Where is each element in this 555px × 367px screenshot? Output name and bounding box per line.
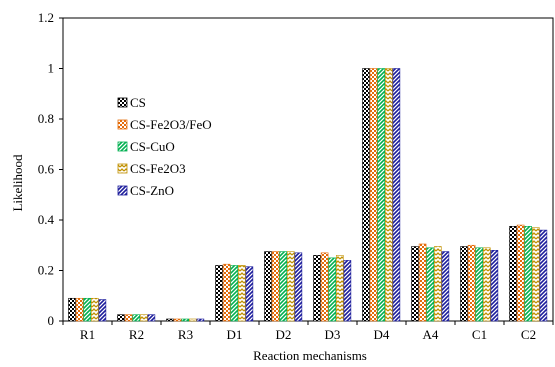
x-tick-label: C2: [521, 327, 536, 342]
legend-swatch: [117, 97, 128, 108]
bar-C2-CS-CuO: [524, 226, 533, 322]
legend-swatch: [117, 163, 128, 174]
y-tick-label: 0.8: [38, 111, 54, 126]
bar-R2-CS: [117, 314, 125, 322]
bar-D4-CS-CuO: [377, 68, 386, 322]
bar-R3-CS: [166, 318, 174, 322]
bar-C2-CS-Fe2O3: [531, 227, 540, 322]
bar-C2-CS-Fe2O3/FeO: [516, 224, 525, 322]
bar-A4-CS-Fe2O3/FeO: [418, 243, 427, 322]
bar-C1-CS-Fe2O3: [482, 247, 491, 322]
bar-D4-CS-Fe2O3/FeO: [369, 68, 378, 322]
bar-D3-CS-CuO: [328, 257, 337, 322]
y-tick-label: 0.2: [38, 263, 54, 278]
bar-A4-CS-ZnO: [441, 251, 450, 322]
legend: CS CS-Fe2O3/FeO CS-CuO CS-Fe2O3 CS-ZnO: [117, 95, 212, 198]
legend-label: CS: [130, 95, 146, 110]
y-tick-label: 0.4: [38, 212, 55, 227]
bar-R2-CS-Fe2O3/FeO: [124, 314, 133, 322]
bar-D2-CS-Fe2O3/FeO: [271, 251, 280, 322]
legend-swatch: [117, 141, 128, 152]
y-axis-ticks: 0 0.2 0.4 0.6 0.8 1 1.2: [38, 10, 63, 328]
x-tick-label: A4: [423, 327, 439, 342]
legend-swatch: [117, 119, 128, 130]
x-tick-label: R1: [80, 327, 95, 342]
bar-R2-CS-Fe2O3: [140, 314, 148, 322]
legend-label: CS-Fe2O3: [130, 161, 186, 176]
bar-A4-CS: [411, 246, 419, 322]
bar-D3-CS-ZnO: [343, 260, 352, 322]
bar-C1-CS-ZnO: [490, 250, 499, 322]
bar-D3-CS-Fe2O3/FeO: [320, 252, 329, 322]
bar-R2-CS-ZnO: [147, 314, 156, 322]
bar-D1-CS: [215, 265, 223, 322]
bar-D2-CS-CuO: [279, 251, 288, 322]
x-axis-label: Reaction mechanisms: [253, 348, 367, 363]
bar-R3-CS-CuO: [181, 318, 189, 322]
bar-C2-CS: [509, 226, 517, 322]
x-tick-label: R3: [178, 327, 193, 342]
bar-C1-CS-CuO: [475, 247, 484, 322]
bar-R2-CS-CuO: [132, 314, 140, 322]
bar-C1-CS-Fe2O3/FeO: [467, 244, 476, 322]
legend-label: CS-ZnO: [130, 183, 174, 198]
y-tick-label: 1.2: [38, 10, 54, 25]
x-tick-label: D4: [374, 327, 390, 342]
bar-D4-CS-ZnO: [392, 68, 401, 322]
bar-D1-CS-Fe2O3/FeO: [222, 263, 231, 322]
bar-D2-CS-Fe2O3: [286, 251, 295, 322]
legend-label: CS-CuO: [130, 139, 175, 154]
bars-group: [68, 68, 548, 322]
bar-D2-CS-ZnO: [294, 252, 303, 322]
y-axis-label: Likelihood: [10, 154, 25, 212]
x-axis-ticks: R1 R2 R3 D1 D2 D3 D4 A4 C1 C2: [62, 321, 554, 342]
x-tick-label: D3: [325, 327, 341, 342]
bar-D4-CS: [362, 68, 370, 322]
bar-D4-CS-Fe2O3: [384, 68, 393, 322]
bar-R1-CS-Fe2O3: [91, 297, 99, 322]
bar-C1-CS: [460, 246, 468, 322]
bar-D1-CS-ZnO: [245, 266, 254, 322]
x-tick-label: C1: [472, 327, 487, 342]
bar-R3-CS-ZnO: [196, 318, 205, 322]
legend-swatch: [117, 185, 128, 196]
bar-R1-CS-ZnO: [98, 299, 107, 322]
bar-R1-CS: [68, 297, 76, 322]
bar-D3-CS: [313, 255, 321, 322]
legend-label: CS-Fe2O3/FeO: [130, 117, 212, 132]
bar-D1-CS-CuO: [230, 265, 238, 322]
bar-D3-CS-Fe2O3: [335, 255, 344, 322]
bar-R3-CS-Fe2O3/FeO: [173, 318, 182, 322]
bar-A4-CS-Fe2O3: [433, 246, 442, 322]
bar-D1-CS-Fe2O3: [238, 265, 246, 322]
bar-R3-CS-Fe2O3: [189, 318, 197, 322]
bar-A4-CS-CuO: [426, 247, 435, 322]
bar-R1-CS-CuO: [83, 297, 91, 322]
y-tick-label: 0: [48, 313, 55, 328]
y-tick-label: 1: [48, 61, 55, 76]
bar-D2-CS: [264, 251, 272, 322]
bar-R1-CS-Fe2O3/FeO: [75, 297, 84, 322]
y-tick-label: 0.6: [38, 162, 55, 177]
x-tick-label: D2: [276, 327, 292, 342]
x-tick-label: D1: [227, 327, 243, 342]
bar-C2-CS-ZnO: [539, 229, 548, 322]
x-tick-label: R2: [129, 327, 144, 342]
